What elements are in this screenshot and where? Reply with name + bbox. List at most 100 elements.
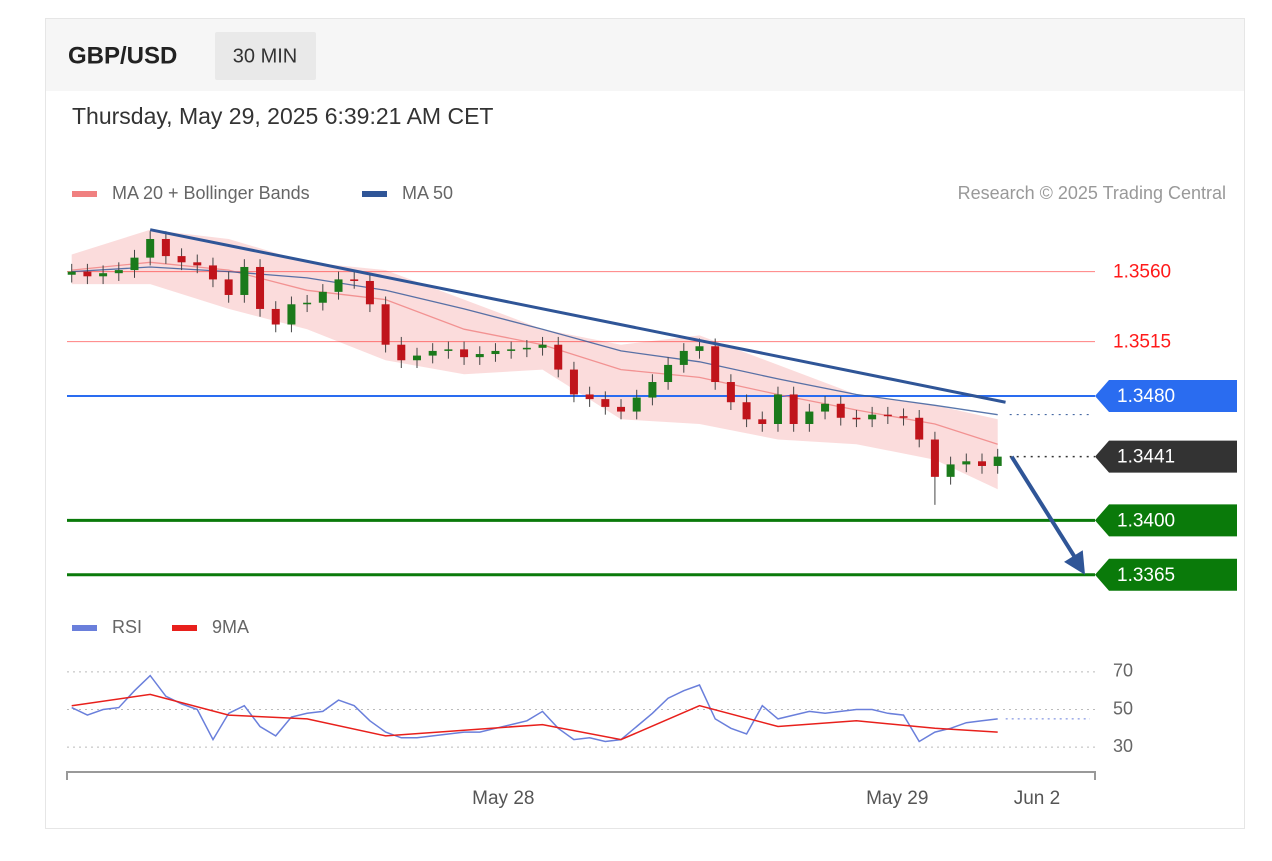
candle-body: [114, 270, 123, 274]
card: [45, 18, 1245, 829]
candle-body: [224, 279, 233, 295]
candle-body: [146, 238, 155, 258]
candle-body: [491, 350, 500, 355]
symbol: GBP/USD: [68, 42, 177, 69]
candle-body: [773, 394, 782, 424]
legend-swatch: [72, 625, 97, 631]
candle-body: [193, 262, 202, 266]
timestamp: Thursday, May 29, 2025 6:39:21 AM CET: [72, 103, 493, 129]
level-label: 1.3560: [1113, 262, 1171, 283]
candle-body: [664, 364, 673, 383]
rsi-line: [71, 674, 998, 743]
candle-body: [569, 369, 578, 395]
candle-body: [679, 350, 688, 365]
candle-body: [412, 355, 421, 361]
candle-body: [522, 347, 531, 350]
y-tick-label: 30: [1113, 736, 1133, 756]
candle-body: [318, 291, 327, 303]
legend-label: RSI: [112, 617, 142, 637]
forecast-arrowhead: [1064, 550, 1085, 575]
legend-swatch: [72, 191, 97, 197]
level-tag: [1095, 558, 1237, 591]
candle-body: [868, 414, 877, 420]
x-tick-label: Jun 2: [1014, 788, 1060, 809]
candle-body: [334, 279, 343, 292]
bollinger-band: [71, 229, 998, 490]
candle-body: [428, 350, 437, 356]
candle-body: [789, 394, 798, 424]
candle-body: [365, 280, 374, 305]
candle-body: [67, 271, 76, 275]
candle-body: [899, 416, 908, 418]
level-label: 1.3515: [1113, 332, 1171, 353]
y-tick-label: 50: [1113, 698, 1133, 718]
candle-body: [742, 402, 751, 420]
x-tick-label: May 29: [866, 788, 928, 809]
candle-body: [99, 273, 108, 277]
legend-label: MA 50: [402, 183, 453, 203]
ma-line: [71, 266, 998, 416]
level-tag: [1095, 380, 1237, 413]
candle-body: [208, 265, 217, 280]
candle-body: [617, 406, 626, 412]
candle-body: [946, 464, 955, 477]
candle-body: [632, 397, 641, 412]
legend-swatch: [362, 191, 387, 197]
candle-body: [821, 403, 830, 412]
candle-body: [585, 394, 594, 400]
candle-body: [161, 238, 170, 257]
rsi-line: [71, 693, 998, 741]
candle-body: [350, 279, 359, 281]
candle-body: [711, 346, 720, 383]
candle-body: [962, 461, 971, 465]
source: Research © 2025 Trading Central: [958, 183, 1226, 203]
candle-body: [726, 382, 735, 403]
candle-body: [240, 266, 249, 295]
y-tick-label: 70: [1113, 661, 1133, 681]
interval-badge: [215, 32, 316, 80]
candle-body: [507, 349, 516, 351]
level-tag: [1095, 440, 1237, 473]
candle-body: [805, 411, 814, 424]
candle-body: [648, 382, 657, 398]
candle-body: [444, 349, 453, 351]
candle-body: [256, 266, 265, 309]
candle-body: [915, 417, 924, 440]
interval: 30 MIN: [233, 45, 297, 67]
candle-body: [695, 346, 704, 351]
candle-body: [130, 257, 139, 271]
candle-body: [852, 417, 861, 420]
candle-body: [460, 349, 469, 358]
candle-body: [601, 399, 610, 407]
candle-body: [271, 308, 280, 325]
candle-body: [83, 271, 92, 277]
candle-body: [381, 304, 390, 345]
legend-label: 9MA: [212, 617, 249, 637]
legend-swatch: [172, 625, 197, 631]
candle-body: [993, 456, 1002, 466]
x-axis: [66, 771, 1096, 780]
candle-body: [554, 344, 563, 370]
candle-body: [883, 414, 892, 417]
candle-body: [397, 344, 406, 361]
candle-body: [977, 461, 986, 466]
candle-body: [287, 304, 296, 325]
candle-body: [758, 419, 767, 424]
level-label: 1.3441: [1117, 447, 1175, 468]
level-label: 1.3365: [1117, 565, 1175, 586]
candle-body: [930, 439, 939, 477]
candle-body: [475, 354, 484, 358]
level-tag: [1095, 504, 1237, 537]
forecast-arrow: [1009, 455, 1081, 565]
candle-body: [538, 344, 547, 348]
level-label: 1.3400: [1117, 510, 1175, 531]
candle-body: [836, 403, 845, 418]
legend-label: MA 20 + Bollinger Bands: [112, 183, 310, 203]
candle-body: [177, 256, 186, 263]
candle-body: [303, 302, 312, 305]
level-label: 1.3480: [1117, 386, 1175, 407]
x-tick-label: May 28: [472, 788, 534, 809]
trend-line: [149, 228, 1006, 404]
